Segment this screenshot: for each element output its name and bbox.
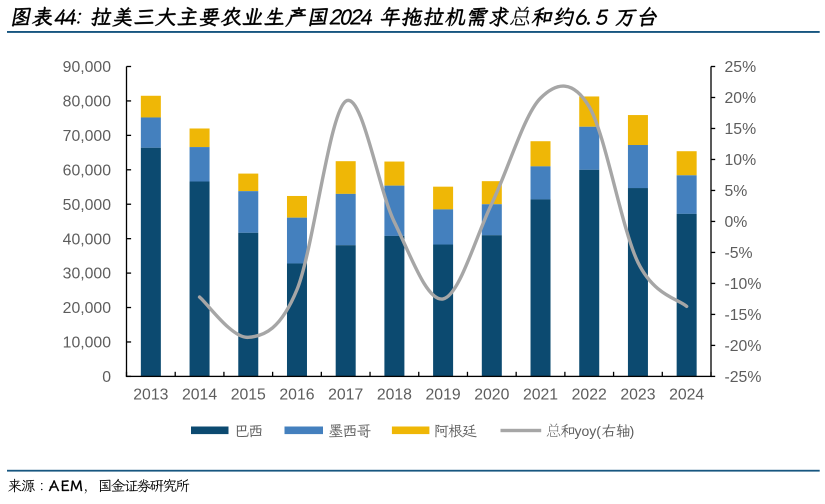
svg-text:-10%: -10% [725,276,762,293]
svg-text:30,000: 30,000 [63,266,112,283]
svg-text:2024: 2024 [669,386,704,403]
svg-text:2021: 2021 [523,386,558,403]
svg-text:2020: 2020 [474,386,509,403]
svg-text:40,000: 40,000 [63,231,112,248]
svg-text:2023: 2023 [620,386,655,403]
svg-text:60,000: 60,000 [63,162,112,179]
svg-text:20%: 20% [725,90,757,107]
svg-text:-25%: -25% [725,369,762,386]
svg-text:15%: 15% [725,121,757,138]
svg-text:5%: 5% [725,183,748,200]
svg-text:0: 0 [102,369,111,386]
svg-text:90,000: 90,000 [63,59,112,76]
svg-text:-15%: -15% [725,307,762,324]
svg-text:): ) [630,423,635,439]
svg-text:-5%: -5% [725,245,753,262]
svg-text:25%: 25% [725,59,757,76]
svg-text:-20%: -20% [725,338,762,355]
svg-text:2013: 2013 [133,386,168,403]
svg-text:2015: 2015 [231,386,266,403]
svg-text:2019: 2019 [426,386,461,403]
svg-text:2017: 2017 [328,386,363,403]
svg-text:yoy(: yoy( [575,423,602,439]
svg-text:2014: 2014 [182,386,217,403]
svg-text:2016: 2016 [279,386,314,403]
svg-text:2022: 2022 [572,386,607,403]
svg-text:0%: 0% [725,214,748,231]
svg-text:20,000: 20,000 [63,300,112,317]
svg-text:10%: 10% [725,152,757,169]
svg-text:70,000: 70,000 [63,128,112,145]
svg-text:50,000: 50,000 [63,197,112,214]
svg-text:2018: 2018 [377,386,412,403]
svg-text:10,000: 10,000 [63,335,112,352]
svg-text:80,000: 80,000 [63,94,112,111]
